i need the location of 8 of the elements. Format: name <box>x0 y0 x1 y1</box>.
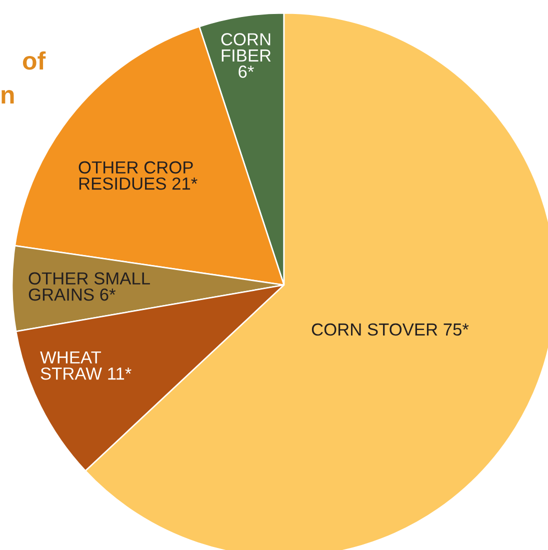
data-label: 6* <box>238 66 254 78</box>
slice-label: OTHER SMALL GRAINS 6* <box>28 272 150 301</box>
text: n <box>2 90 14 104</box>
slice-label: CORN FIBER <box>221 33 271 62</box>
slice-label: CORN STOVER 75* <box>312 323 469 336</box>
slice-label: WHEAT STRAW 11* <box>40 351 132 380</box>
slice-label: OTHER CROP RESIDUES 21* <box>78 161 198 190</box>
text: of <box>22 51 46 70</box>
